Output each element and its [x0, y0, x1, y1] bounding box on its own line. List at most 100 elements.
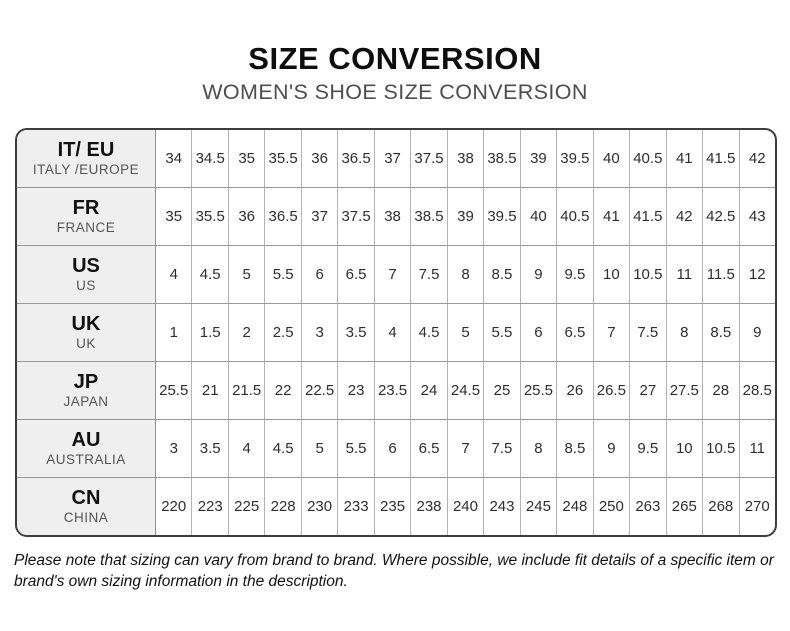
- table-row-jp: JP JAPAN 25.5 21 21.5 22 22.5 23 23.5 24 24.5 25 25.…: [17, 360, 775, 419]
- row-header-jp: JP JAPAN: [17, 361, 156, 419]
- size-cell: 6.5: [338, 245, 375, 303]
- size-cell: 9.5: [630, 419, 667, 477]
- size-cell: 39.5: [557, 129, 594, 187]
- size-cell: 7.5: [411, 245, 448, 303]
- size-cell: 37.5: [338, 187, 375, 245]
- size-cell: 270: [744, 497, 770, 515]
- size-cell: 35: [229, 129, 266, 187]
- row-code: UK: [71, 312, 101, 335]
- size-cell: 3.5: [338, 303, 375, 361]
- size-cell: 39: [448, 187, 485, 245]
- size-conversion-table: IT/ EU ITALY /EUROPE 34 34.5 35 35.5 36 36.5 37 3…: [15, 127, 777, 537]
- size-cell: 1.5: [192, 303, 229, 361]
- size-cell: 22: [265, 361, 302, 419]
- size-cell: 6.5: [411, 419, 448, 477]
- size-cell: 3.5: [192, 419, 229, 477]
- size-cell: 248: [557, 477, 594, 535]
- row-region: UK: [76, 335, 96, 351]
- size-cell: 37: [302, 187, 339, 245]
- size-cell: 36: [302, 129, 339, 187]
- size-cell: 36.5: [265, 187, 302, 245]
- size-cell: 36: [229, 187, 266, 245]
- size-cell: 3: [156, 419, 193, 477]
- row-header-iteu: IT/ EU ITALY /EUROPE: [17, 129, 156, 187]
- size-cell: 225: [229, 477, 266, 535]
- size-cell: 220: [156, 477, 193, 535]
- page-title: SIZE CONVERSION: [248, 41, 542, 76]
- table-row-us: US US 4 4.5 5 5.5 6 6.5 7 7.5 8 8.5 9 9.5 10 10.5 11 11.5…: [17, 244, 775, 303]
- row-header-cn: CN CHINA: [17, 477, 156, 535]
- size-cell: 24.5: [448, 361, 485, 419]
- size-cell: 6: [521, 303, 558, 361]
- footer-note: Please note that sizing can vary from br…: [14, 551, 774, 590]
- size-cell: 250: [594, 477, 631, 535]
- size-cell: 9: [753, 323, 762, 341]
- size-cell: 9: [594, 419, 631, 477]
- size-cell: 12: [748, 265, 766, 283]
- size-cell: 228: [265, 477, 302, 535]
- size-cell: 8: [448, 245, 485, 303]
- size-cell: 41.5: [703, 129, 740, 187]
- row-header-uk: UK UK: [17, 303, 156, 361]
- size-cell: 37: [375, 129, 412, 187]
- size-cell: 25: [484, 361, 521, 419]
- table-row-cn: CN CHINA 220 223 225 228 230 233 235 238 240 243 245…: [17, 476, 775, 535]
- size-cell: 34.5: [192, 129, 229, 187]
- size-cell: 8.5: [557, 419, 594, 477]
- size-cell: 35.5: [265, 129, 302, 187]
- size-cell: 41: [667, 129, 704, 187]
- size-cell: 21: [192, 361, 229, 419]
- size-cell: 3: [302, 303, 339, 361]
- size-cell: 7: [375, 245, 412, 303]
- size-cell: 11.5: [703, 245, 740, 303]
- size-cell: 10: [667, 419, 704, 477]
- size-cell: 4: [375, 303, 412, 361]
- row-region: FRANCE: [56, 219, 116, 235]
- size-cell: 35: [156, 187, 193, 245]
- size-cell: 38: [375, 187, 412, 245]
- size-cell: 28: [703, 361, 740, 419]
- size-cell: 43: [748, 207, 766, 225]
- size-cell: 41: [594, 187, 631, 245]
- row-region: JAPAN: [63, 393, 109, 409]
- row-code: JP: [73, 370, 99, 393]
- size-cell: 40: [594, 129, 631, 187]
- size-cell: 8.5: [484, 245, 521, 303]
- size-cell: 25.5: [521, 361, 558, 419]
- size-cell: 40.5: [557, 187, 594, 245]
- size-cell: 36.5: [338, 129, 375, 187]
- size-cell: 39.5: [484, 187, 521, 245]
- size-cell: 38: [448, 129, 485, 187]
- size-cell: 2: [229, 303, 266, 361]
- size-cell: 263: [630, 477, 667, 535]
- size-cell: 5.5: [338, 419, 375, 477]
- table-row-uk: UK UK 1 1.5 2 2.5 3 3.5 4 4.5 5 5.5 6 6.5 7 7.5 8 8.5 9: [17, 302, 775, 361]
- row-code: CN: [71, 486, 101, 509]
- size-cell: 9: [521, 245, 558, 303]
- size-cell: 1: [156, 303, 193, 361]
- size-cell: 8: [521, 419, 558, 477]
- size-cell: 42: [667, 187, 704, 245]
- size-cell: 7: [448, 419, 485, 477]
- size-cell: 8.5: [703, 303, 740, 361]
- size-cell: 7.5: [630, 303, 667, 361]
- size-cell: 7: [594, 303, 631, 361]
- size-cell: 243: [484, 477, 521, 535]
- row-header-us: US US: [17, 245, 156, 303]
- size-cell: 2.5: [265, 303, 302, 361]
- size-cell: 23.5: [375, 361, 412, 419]
- size-cell: 5: [229, 245, 266, 303]
- row-header-au: AU AUSTRALIA: [17, 419, 156, 477]
- size-cell: 4: [229, 419, 266, 477]
- size-cell: 4.5: [192, 245, 229, 303]
- size-cell: 268: [703, 477, 740, 535]
- size-cell: 240: [448, 477, 485, 535]
- row-code: FR: [72, 196, 100, 219]
- size-cell: 235: [375, 477, 412, 535]
- size-cell: 4.5: [411, 303, 448, 361]
- size-cell: 5.5: [265, 245, 302, 303]
- size-cell: 35.5: [192, 187, 229, 245]
- row-code: IT/ EU: [57, 138, 115, 161]
- size-cell: 38.5: [411, 187, 448, 245]
